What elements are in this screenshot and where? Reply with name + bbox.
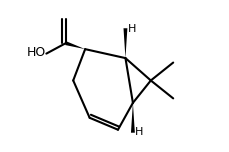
Polygon shape (65, 41, 85, 49)
Polygon shape (130, 103, 134, 133)
Polygon shape (123, 28, 127, 58)
Text: H: H (127, 24, 136, 34)
Text: HO: HO (26, 46, 45, 59)
Text: H: H (135, 127, 143, 137)
